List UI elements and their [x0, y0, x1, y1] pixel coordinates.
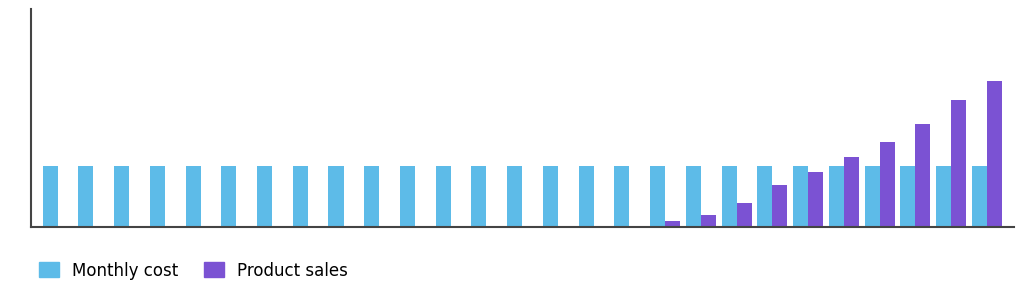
Legend: Monthly cost, Product sales: Monthly cost, Product sales: [39, 262, 348, 279]
Bar: [736, 203, 752, 227]
Bar: [844, 157, 859, 227]
Bar: [686, 166, 701, 227]
Bar: [936, 166, 951, 227]
Bar: [772, 184, 787, 227]
Bar: [507, 166, 522, 227]
Bar: [758, 166, 772, 227]
Bar: [829, 166, 844, 227]
Bar: [257, 166, 272, 227]
Bar: [365, 166, 379, 227]
Bar: [614, 166, 630, 227]
Bar: [650, 166, 666, 227]
Bar: [329, 166, 343, 227]
Bar: [701, 215, 716, 227]
Bar: [400, 166, 415, 227]
Bar: [114, 166, 129, 227]
Bar: [78, 166, 93, 227]
Bar: [915, 124, 931, 227]
Bar: [900, 166, 915, 227]
Bar: [471, 166, 486, 227]
Bar: [808, 172, 823, 227]
Bar: [880, 142, 895, 227]
Bar: [864, 166, 880, 227]
Bar: [150, 166, 165, 227]
Bar: [987, 81, 1001, 227]
Bar: [579, 166, 594, 227]
Bar: [543, 166, 558, 227]
Bar: [43, 166, 57, 227]
Bar: [221, 166, 237, 227]
Bar: [951, 100, 967, 227]
Bar: [794, 166, 808, 227]
Bar: [722, 166, 736, 227]
Bar: [666, 221, 680, 227]
Bar: [185, 166, 201, 227]
Bar: [293, 166, 308, 227]
Bar: [436, 166, 451, 227]
Bar: [972, 166, 987, 227]
